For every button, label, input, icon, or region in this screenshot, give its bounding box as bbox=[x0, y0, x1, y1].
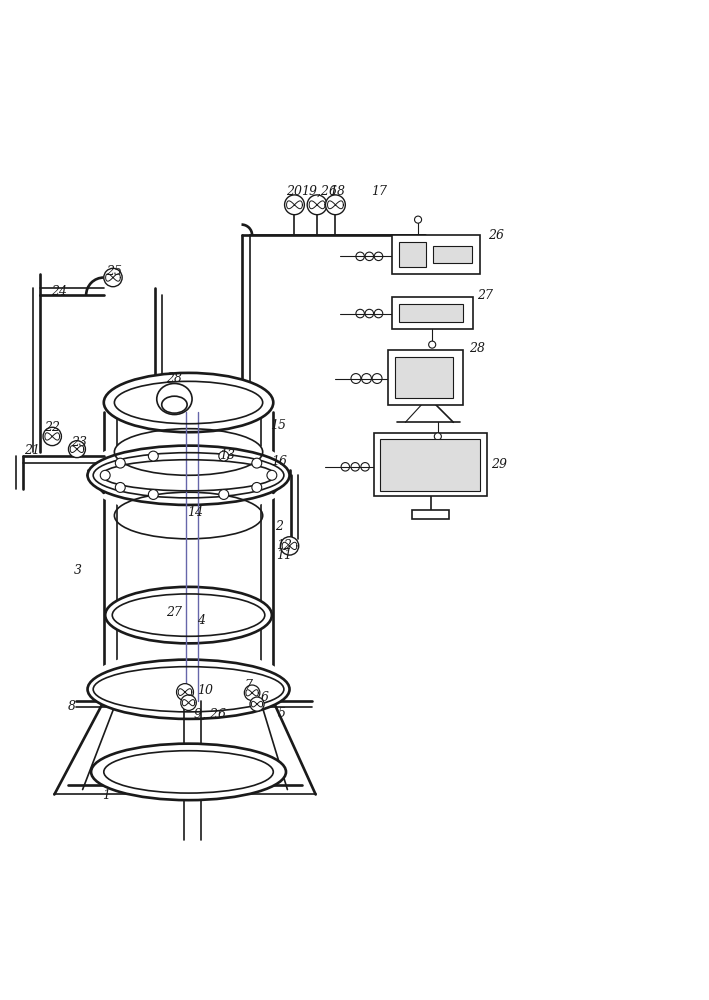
Text: 6: 6 bbox=[261, 691, 269, 704]
Circle shape bbox=[252, 458, 262, 468]
Text: 4: 4 bbox=[197, 614, 205, 627]
Ellipse shape bbox=[91, 744, 286, 800]
Circle shape bbox=[116, 482, 125, 492]
Text: 28: 28 bbox=[167, 372, 182, 385]
Circle shape bbox=[219, 451, 229, 461]
Ellipse shape bbox=[84, 649, 293, 730]
Ellipse shape bbox=[84, 435, 293, 516]
Circle shape bbox=[415, 216, 422, 223]
Text: 5: 5 bbox=[278, 707, 286, 720]
Circle shape bbox=[148, 451, 158, 461]
Circle shape bbox=[307, 195, 327, 215]
Circle shape bbox=[219, 490, 229, 499]
Text: 7: 7 bbox=[245, 679, 252, 692]
Text: 11: 11 bbox=[276, 549, 292, 562]
Circle shape bbox=[284, 195, 304, 215]
Text: 2: 2 bbox=[275, 520, 283, 533]
Text: 18: 18 bbox=[329, 185, 345, 198]
Text: 24: 24 bbox=[51, 285, 67, 298]
Circle shape bbox=[69, 441, 85, 458]
Text: 10: 10 bbox=[197, 684, 213, 697]
Ellipse shape bbox=[87, 446, 289, 505]
Text: 15: 15 bbox=[270, 419, 286, 432]
Bar bbox=[392, 235, 480, 274]
Ellipse shape bbox=[104, 373, 273, 432]
Bar bbox=[392, 297, 473, 329]
Circle shape bbox=[250, 697, 264, 711]
Circle shape bbox=[245, 685, 260, 701]
Text: 22: 22 bbox=[44, 421, 60, 434]
Circle shape bbox=[435, 433, 442, 440]
Bar bbox=[396, 357, 453, 398]
Text: 20: 20 bbox=[286, 185, 303, 198]
Circle shape bbox=[116, 458, 125, 468]
Text: 13: 13 bbox=[219, 449, 235, 462]
Circle shape bbox=[252, 482, 262, 492]
Text: 27: 27 bbox=[477, 289, 493, 302]
Bar bbox=[374, 433, 487, 496]
Ellipse shape bbox=[157, 383, 192, 415]
Bar bbox=[399, 242, 426, 267]
Text: 26: 26 bbox=[488, 229, 503, 242]
Text: 16: 16 bbox=[271, 455, 287, 468]
Bar bbox=[399, 304, 462, 322]
Ellipse shape bbox=[87, 660, 289, 719]
Text: 23: 23 bbox=[71, 436, 87, 449]
Text: 1: 1 bbox=[102, 789, 110, 802]
Text: 8: 8 bbox=[68, 700, 76, 713]
Circle shape bbox=[148, 490, 158, 499]
Circle shape bbox=[100, 470, 110, 480]
Text: 21: 21 bbox=[24, 444, 40, 457]
Circle shape bbox=[280, 537, 298, 555]
Text: 14: 14 bbox=[188, 506, 203, 519]
Ellipse shape bbox=[105, 587, 272, 643]
Text: 27: 27 bbox=[167, 606, 182, 619]
Text: 3: 3 bbox=[74, 564, 82, 577]
Text: 17: 17 bbox=[372, 185, 387, 198]
Text: 19,26: 19,26 bbox=[301, 185, 337, 198]
Ellipse shape bbox=[162, 396, 187, 413]
Bar bbox=[413, 510, 449, 519]
Bar bbox=[380, 439, 480, 491]
Circle shape bbox=[104, 268, 122, 287]
Circle shape bbox=[429, 341, 436, 348]
Circle shape bbox=[325, 195, 345, 215]
Bar bbox=[389, 350, 462, 405]
Text: 12: 12 bbox=[276, 539, 292, 552]
Text: 28: 28 bbox=[469, 342, 485, 355]
Text: 29: 29 bbox=[491, 458, 507, 471]
Circle shape bbox=[43, 427, 62, 446]
Circle shape bbox=[181, 695, 196, 710]
Circle shape bbox=[267, 470, 277, 480]
Bar bbox=[433, 246, 471, 263]
Text: 9, 26: 9, 26 bbox=[194, 708, 225, 721]
Circle shape bbox=[177, 684, 194, 701]
Text: 25: 25 bbox=[106, 265, 123, 278]
